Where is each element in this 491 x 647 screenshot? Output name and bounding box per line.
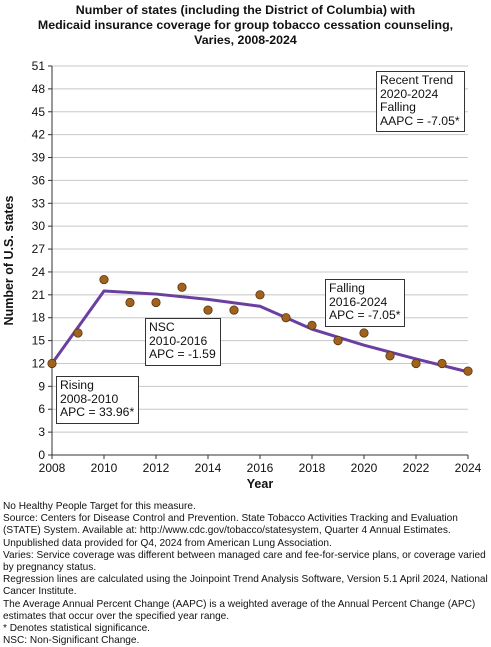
x-tick-label: 2018 (299, 461, 326, 475)
x-tick-label: 2012 (143, 461, 170, 475)
y-tick-label: 27 (32, 242, 46, 256)
footnote: Regression lines are calculated using th… (3, 574, 488, 598)
annotation-falling: Falling 2016-2024 APC = -7.05* (325, 279, 406, 327)
data-point (255, 290, 265, 300)
y-tick-label: 15 (32, 334, 46, 348)
annotation-rising: Rising 2008-2010 APC = 33.96* (56, 376, 140, 424)
y-tick-label: 3 (38, 425, 45, 439)
y-tick-label: 24 (32, 265, 46, 279)
data-point (281, 313, 291, 323)
data-point (125, 297, 135, 308)
x-tick-label: 2022 (403, 461, 430, 475)
annotation-line: APC = 33.96* (60, 405, 135, 419)
data-point (307, 320, 317, 330)
y-tick-label: 45 (32, 105, 46, 119)
data-point (151, 297, 161, 308)
y-axis-title: Number of U.S. states (2, 196, 16, 326)
y-tick-label: 0 (38, 448, 45, 462)
annotation-line: Recent Trend (380, 73, 454, 87)
y-tick-label: 42 (32, 128, 46, 142)
trend-line (50, 289, 469, 374)
annotation-line: Rising (60, 378, 94, 392)
annotation-line: AAPC = -7.05* (380, 113, 460, 128)
data-point (47, 358, 57, 369)
data-point (177, 282, 187, 292)
data-point (203, 305, 213, 315)
data-point (229, 305, 239, 315)
y-tick-label: 39 (32, 151, 46, 165)
x-tick-label: 2024 (455, 461, 482, 475)
x-axis-title: Year (247, 477, 274, 491)
y-tick-label: 18 (32, 311, 46, 325)
data-point (99, 274, 109, 285)
y-tick-label: 6 (38, 402, 45, 416)
y-tick-label: 51 (32, 59, 46, 73)
data-point (333, 335, 343, 346)
x-tick-label: 2008 (39, 461, 66, 475)
y-tick-label: 36 (32, 173, 46, 187)
chart-title-line: Varies, 2008-2024 (194, 32, 297, 47)
x-tick-label: 2014 (195, 461, 222, 475)
annotation-line: 2020-2024 (380, 86, 439, 101)
footnote: No Healthy People Target for this measur… (3, 501, 196, 512)
data-point (385, 351, 395, 361)
chart-title-line: Number of states (including the District… (75, 3, 416, 17)
y-tick-label: 12 (32, 356, 46, 370)
data-point (463, 366, 473, 376)
footnote: Varies: Service coverage was different b… (3, 549, 486, 574)
annotation-line: 2010-2016 (149, 333, 208, 348)
annotation-line: 2008-2010 (60, 391, 119, 406)
data-point (73, 328, 83, 338)
annotation-nsc: NSC 2010-2016 APC = -1.59 (145, 318, 221, 366)
y-tick-label: 21 (32, 288, 46, 302)
chart-title-line: Medicaid insurance coverage for group to… (37, 17, 454, 32)
data-point (411, 358, 421, 369)
x-tick-label: 2016 (247, 461, 274, 475)
annotation-line: APC = -7.05* (329, 308, 401, 322)
footnotes: No Healthy People Target for this measur… (3, 501, 489, 647)
annotation-line: 2016-2024 (329, 294, 388, 309)
chart-title: Number of states (including the District… (0, 3, 491, 47)
annotation-line: Falling (329, 281, 365, 295)
y-tick-label: 33 (32, 196, 46, 210)
x-tick-label: 2020 (351, 461, 378, 475)
annotation-line: Falling (380, 100, 416, 114)
y-tick-label: 48 (32, 82, 46, 96)
footnote: Source: Centers for Disease Control and … (3, 513, 458, 549)
footnote: * Denotes statistical significance. (3, 623, 150, 635)
footnote: The Average Annual Percent Change (AAPC)… (3, 598, 476, 622)
annotation-recent-trend: Recent Trend 2020-2024 Falling AAPC = -7… (376, 71, 465, 132)
data-point (359, 328, 369, 338)
annotation-line: NSC (149, 320, 175, 334)
annotation-line: APC = -1.59 (149, 347, 216, 361)
x-tick-label: 2010 (91, 461, 118, 475)
data-point (437, 358, 447, 369)
y-tick-label: 9 (38, 379, 45, 393)
footnote: NSC: Non-Significant Change. (3, 635, 140, 647)
y-tick-label: 30 (32, 219, 46, 233)
